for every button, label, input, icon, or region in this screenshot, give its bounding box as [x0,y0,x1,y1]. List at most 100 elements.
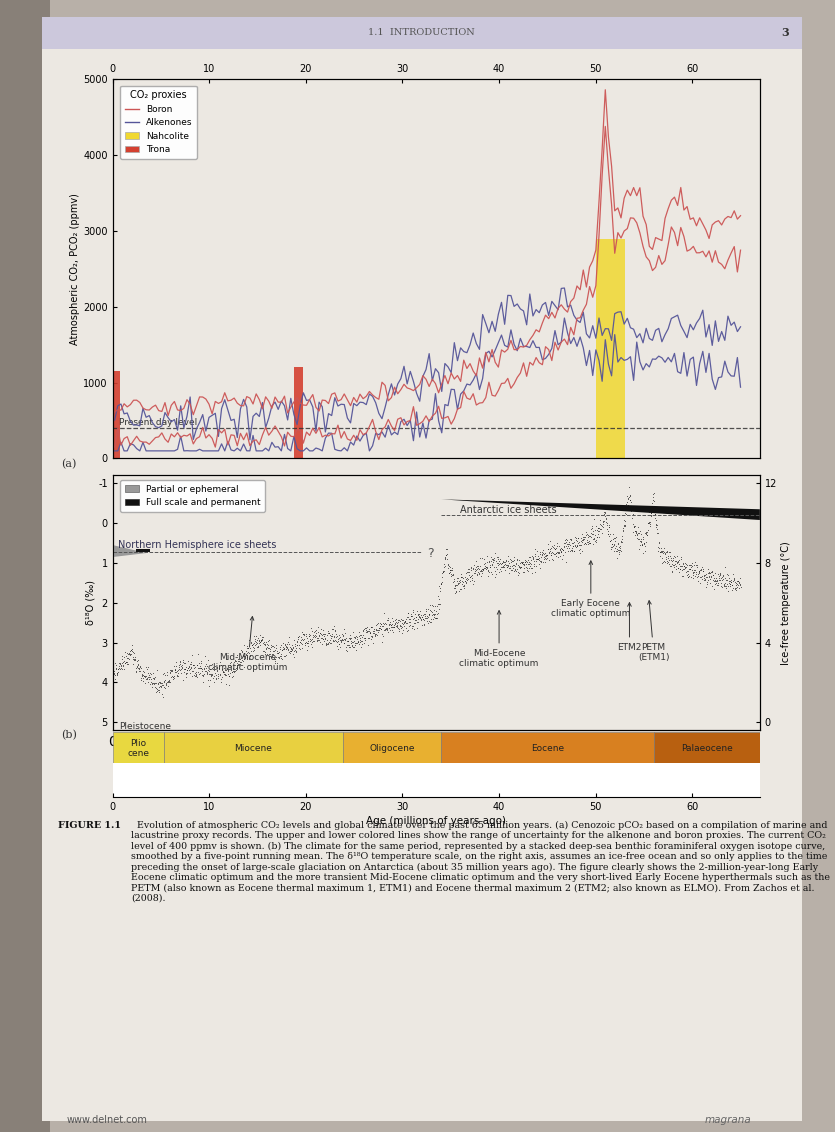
Point [116,654,129,672]
Point [636,529,650,547]
Point [480,558,493,576]
Point [726,573,740,591]
Point [726,580,739,598]
Point [493,555,506,573]
Point [308,623,321,641]
Point [682,560,696,578]
Point [283,642,296,660]
Point [434,575,448,593]
Point [637,534,650,552]
Point [443,563,457,581]
Point [290,636,303,654]
Point [175,659,189,677]
Point [687,568,701,586]
Point [554,539,568,557]
Point [534,554,548,572]
Point [687,560,701,578]
Point [645,501,659,520]
Point [681,566,694,584]
Point [489,565,503,583]
Point [571,532,584,550]
Point [644,507,657,525]
Point [373,615,387,633]
Point [412,608,426,626]
Point [266,645,280,663]
Point [394,617,407,635]
Point [544,532,557,550]
Point [733,575,746,593]
Point [229,662,242,680]
Point [110,663,124,681]
Point [261,638,275,657]
Point [139,675,152,693]
Point [527,548,540,566]
Text: PETM
(ETM1): PETM (ETM1) [638,601,670,662]
Point [727,569,741,588]
Point [468,564,481,582]
Point [627,518,640,537]
Point [647,484,660,503]
Point [506,558,519,576]
Point [188,667,201,685]
Point [450,575,463,593]
Point [387,618,401,636]
Point [176,651,190,669]
Point [137,662,150,680]
Point [228,651,241,669]
Point [193,658,206,676]
Point [109,670,122,688]
Point [208,657,221,675]
Point [426,606,439,624]
Point [660,555,674,573]
Point [185,667,199,685]
Point [658,546,671,564]
Point [171,663,185,681]
Point [506,556,519,574]
Point [706,571,720,589]
Text: (b): (b) [61,730,77,740]
Point [349,634,362,652]
Point [287,649,301,667]
Point [728,573,741,591]
Point [533,549,546,567]
Point [504,552,518,571]
Point [574,540,587,558]
Point [271,644,285,662]
Point [430,597,443,615]
Point [524,559,538,577]
Point [257,635,271,653]
Point [454,567,468,585]
Point [548,546,561,564]
Point [223,668,236,686]
Point [559,537,573,555]
Point [579,525,593,543]
Point [134,659,148,677]
Point [596,512,610,530]
Point [176,653,190,671]
Point [520,561,534,580]
Point [518,556,531,574]
Point [502,547,515,565]
Point [195,660,209,678]
Point [199,648,212,666]
Point [316,629,329,648]
Point [217,662,230,680]
Point [181,659,195,677]
Point [187,666,200,684]
Point [514,554,528,572]
Point [710,573,723,591]
Point [147,675,160,693]
Point [306,632,320,650]
Point [142,658,155,676]
Point [579,531,593,549]
Point [291,628,305,646]
Point [704,564,717,582]
Point [490,555,504,573]
Point [377,614,390,632]
Point [126,655,139,674]
Point [658,554,671,572]
Point [446,573,459,591]
Point [712,571,726,589]
Point [599,504,612,522]
Point [353,633,367,651]
